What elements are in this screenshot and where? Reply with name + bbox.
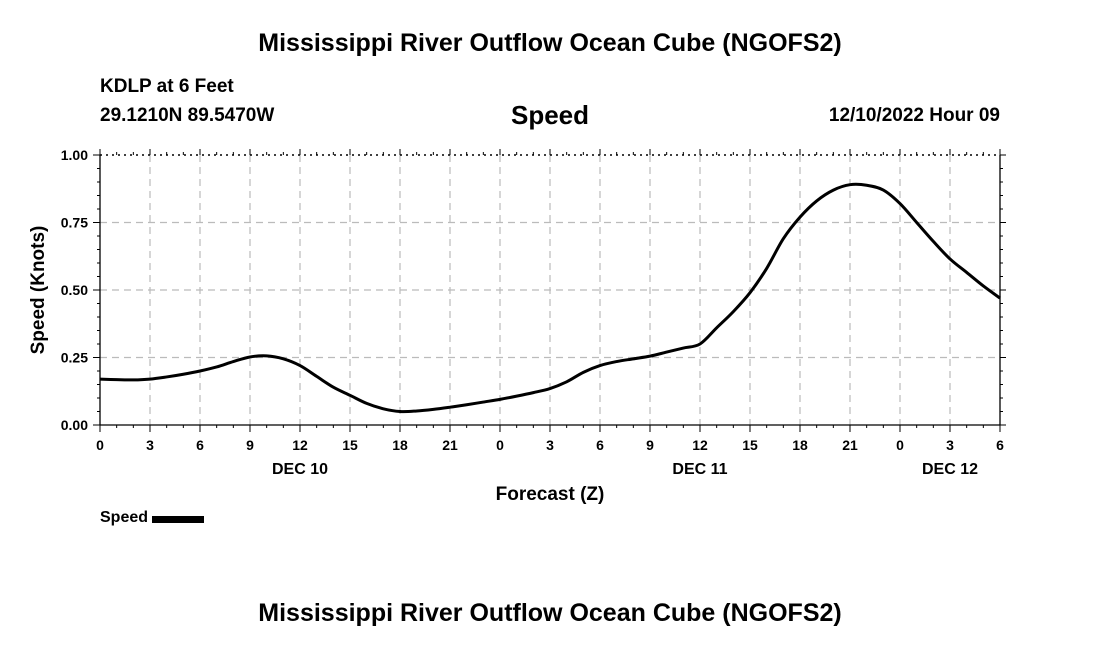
x-tick-label: 0 bbox=[96, 437, 104, 453]
chart-ticks: 0.00 0.25 0.50 0.75 1.00 0 3 6 9 12 15 18 21 0 3 6 9 12 15… bbox=[61, 147, 1006, 478]
speed-series-line bbox=[99, 182, 1001, 414]
y-tick-label: 0.75 bbox=[61, 215, 88, 231]
station-label: KDLP at 6 Feet bbox=[100, 76, 234, 97]
x-tick-label: 9 bbox=[246, 437, 254, 453]
legend: Speed bbox=[100, 509, 205, 527]
forecast-datetime: 12/10/2022 Hour 09 bbox=[828, 105, 1000, 126]
x-tick-label: 21 bbox=[842, 437, 858, 453]
x-tick-label: 3 bbox=[146, 437, 154, 453]
x-date-label: DEC 10 bbox=[272, 461, 328, 478]
x-tick-label: 15 bbox=[342, 437, 358, 453]
x-tick-label: 3 bbox=[546, 437, 554, 453]
legend-label: Speed bbox=[100, 509, 149, 526]
x-axis-label: Forecast (Z) bbox=[496, 484, 605, 505]
x-tick-label: 0 bbox=[496, 437, 504, 453]
x-tick-label: 3 bbox=[946, 437, 954, 453]
x-tick-label: 18 bbox=[392, 437, 408, 453]
plot-title: Speed bbox=[510, 100, 590, 130]
chart-grid bbox=[100, 155, 1000, 425]
x-tick-label: 15 bbox=[742, 437, 758, 453]
x-tick-label: 12 bbox=[292, 437, 308, 453]
x-date-label: DEC 11 bbox=[672, 461, 727, 478]
repeat-title: Mississippi River Outflow Ocean Cube (NG… bbox=[258, 599, 842, 627]
y-tick-label: 0.00 bbox=[61, 417, 88, 433]
y-axis-label: Speed (Knots) bbox=[28, 226, 49, 355]
x-tick-label: 0 bbox=[896, 437, 904, 453]
legend-swatch bbox=[152, 516, 205, 523]
x-tick-label: 12 bbox=[692, 437, 708, 453]
x-tick-label: 6 bbox=[996, 437, 1004, 453]
y-tick-label: 1.00 bbox=[61, 147, 88, 163]
main-title: Mississippi River Outflow Ocean Cube (NG… bbox=[258, 29, 842, 57]
x-tick-label: 9 bbox=[646, 437, 654, 453]
chart-series bbox=[99, 182, 1001, 414]
y-tick-label: 0.50 bbox=[61, 282, 88, 298]
x-tick-label: 18 bbox=[792, 437, 808, 453]
x-date-label: DEC 12 bbox=[922, 461, 978, 478]
y-tick-label: 0.25 bbox=[61, 350, 88, 366]
x-tick-label: 6 bbox=[196, 437, 204, 453]
x-tick-label: 21 bbox=[442, 437, 458, 453]
x-tick-label: 6 bbox=[596, 437, 604, 453]
station-coordinates: 29.1210N 89.5470W bbox=[100, 105, 275, 126]
